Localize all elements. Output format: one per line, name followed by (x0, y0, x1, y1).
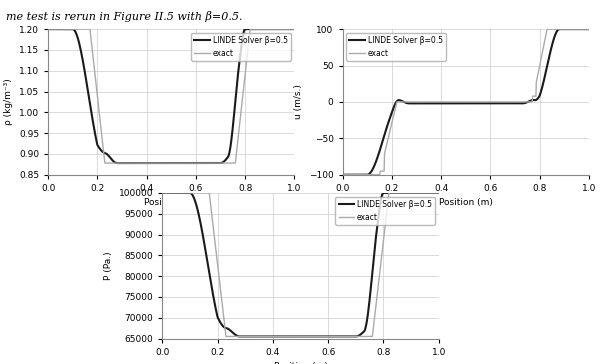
Legend: LINDE Solver β=0.5, exact: LINDE Solver β=0.5, exact (346, 33, 446, 61)
LINDE Solver β=0.5 (525, 100, 532, 104)
exact (222, 334, 230, 339)
X-axis label: Position (m): Position (m) (144, 198, 198, 207)
exact (450, 100, 457, 104)
exact (435, 191, 442, 195)
exact (156, 161, 163, 165)
LINDE Solver β=0.5 (108, 157, 115, 161)
LINDE Solver β=0.5 (344, 334, 351, 339)
exact (209, 161, 216, 165)
Line: exact: exact (162, 193, 439, 336)
LINDE Solver β=0.5 (190, 161, 197, 165)
exact (585, 27, 593, 31)
exact (339, 173, 346, 177)
exact (230, 161, 237, 165)
exact (88, 43, 96, 47)
Text: me test is rerun in Figure II.5 with β=0.5.: me test is rerun in Figure II.5 with β=0… (6, 11, 243, 22)
exact (108, 161, 115, 165)
LINDE Solver β=0.5 (230, 113, 237, 117)
exact (230, 334, 237, 339)
LINDE Solver β=0.5 (504, 101, 511, 106)
exact (525, 100, 532, 104)
Y-axis label: ρ (kg/m⁻³): ρ (kg/m⁻³) (4, 79, 13, 125)
exact (383, 145, 390, 149)
Legend: LINDE Solver β=0.5, exact: LINDE Solver β=0.5, exact (191, 33, 291, 61)
LINDE Solver β=0.5 (383, 127, 390, 131)
LINDE Solver β=0.5 (291, 27, 298, 31)
LINDE Solver β=0.5 (207, 282, 215, 286)
exact (284, 334, 291, 339)
exact (367, 334, 374, 339)
Line: LINDE Solver β=0.5: LINDE Solver β=0.5 (162, 193, 439, 336)
LINDE Solver β=0.5 (339, 173, 346, 177)
exact (484, 100, 492, 104)
LINDE Solver β=0.5 (435, 191, 442, 195)
LINDE Solver β=0.5 (209, 161, 216, 165)
Line: LINDE Solver β=0.5: LINDE Solver β=0.5 (343, 29, 589, 175)
X-axis label: Position (m): Position (m) (439, 198, 493, 207)
Line: exact: exact (48, 29, 294, 163)
LINDE Solver β=0.5 (114, 161, 121, 165)
exact (402, 100, 409, 104)
exact (207, 207, 215, 212)
LINDE Solver β=0.5 (88, 112, 96, 116)
LINDE Solver β=0.5 (450, 101, 457, 106)
Line: LINDE Solver β=0.5: LINDE Solver β=0.5 (48, 29, 294, 163)
LINDE Solver β=0.5 (322, 334, 329, 339)
LINDE Solver β=0.5 (585, 27, 593, 31)
Y-axis label: u (m/s.): u (m/s.) (294, 84, 304, 119)
LINDE Solver β=0.5 (156, 161, 163, 165)
exact (190, 161, 197, 165)
Y-axis label: P (Pa.): P (Pa.) (104, 252, 113, 280)
exact (291, 27, 298, 31)
LINDE Solver β=0.5 (402, 100, 409, 105)
X-axis label: Position (m): Position (m) (273, 362, 328, 364)
LINDE Solver β=0.5 (556, 27, 563, 31)
exact (159, 191, 166, 195)
exact (322, 334, 329, 339)
LINDE Solver β=0.5 (159, 191, 166, 195)
Legend: LINDE Solver β=0.5, exact: LINDE Solver β=0.5, exact (335, 197, 435, 225)
exact (344, 334, 351, 339)
LINDE Solver β=0.5 (44, 27, 52, 31)
LINDE Solver β=0.5 (236, 334, 243, 339)
LINDE Solver β=0.5 (367, 285, 374, 290)
exact (44, 27, 52, 31)
LINDE Solver β=0.5 (284, 334, 291, 339)
LINDE Solver β=0.5 (230, 331, 237, 335)
exact (544, 27, 551, 31)
exact (504, 100, 511, 104)
exact (101, 161, 108, 165)
Line: exact: exact (343, 29, 589, 175)
LINDE Solver β=0.5 (484, 101, 492, 106)
